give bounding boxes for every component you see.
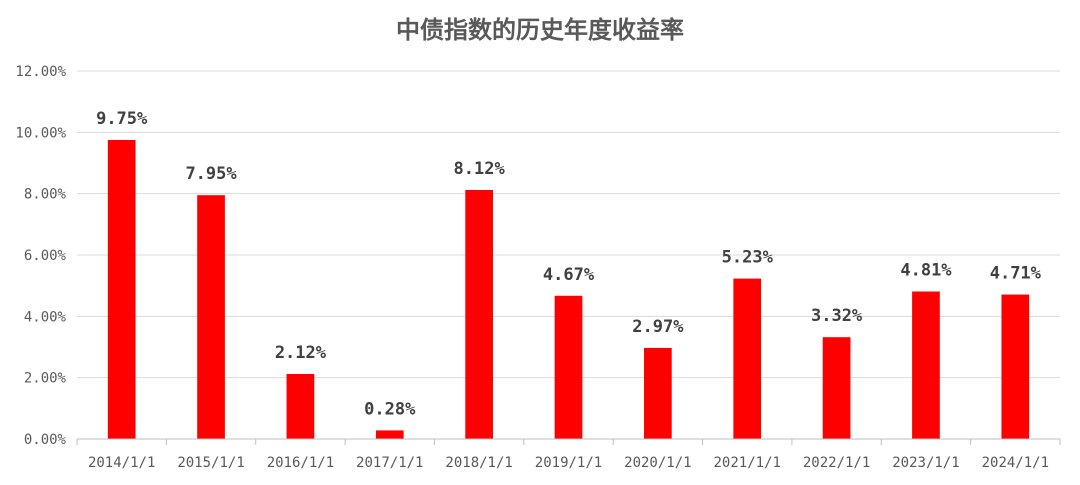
bar [286,373,315,439]
bar [644,347,672,439]
x-tick-label: 2017/1/1 [356,455,423,471]
x-tick-label: 2015/1/1 [177,455,244,471]
data-label: 4.67% [543,265,595,285]
x-tick-label: 2020/1/1 [624,455,691,471]
x-tick-label: 2024/1/1 [982,455,1049,471]
y-tick-label: 10.00% [15,125,66,141]
gridlines [77,70,1060,379]
data-label: 5.23% [722,248,774,268]
bars [76,140,1061,445]
bar [554,295,583,439]
y-axis-tick-labels: 0.00% 2.00% 4.00% 6.00% 8.00% 10.00% 12.00% [15,64,66,448]
y-tick-label: 12.00% [15,64,66,80]
y-tick-label: 4.00% [24,309,67,325]
bar [1001,294,1030,439]
x-tick-label: 2016/1/1 [267,455,334,471]
data-label: 4.71% [990,264,1042,284]
x-tick-label: 2018/1/1 [445,455,512,471]
bar [912,291,940,439]
data-label: 3.32% [811,306,863,326]
y-tick-label: 0.00% [24,432,67,448]
data-labels: 9.75% 7.95% 2.12% 0.28% 8.12% 4.67% 2.97% 5.23%… [96,109,1042,419]
data-label: 2.97% [632,317,684,337]
x-axis-tick-labels: 2014/1/1 2015/1/1 2016/1/1 2017/1/1 2018/1/1… [88,455,1049,471]
bar [197,195,225,439]
data-label: 0.28% [364,399,416,419]
chart-title: 中债指数的历史年度收益率 [396,16,684,44]
x-tick-label: 2021/1/1 [714,455,781,471]
data-label: 2.12% [275,343,327,363]
data-label: 9.75% [96,109,148,129]
y-tick-label: 6.00% [24,248,67,264]
y-tick-label: 2.00% [24,371,67,387]
data-label: 4.81% [900,260,952,280]
x-tick-label: 2019/1/1 [535,455,602,471]
y-tick-label: 8.00% [24,187,67,203]
bar [733,278,762,439]
data-label: 8.12% [454,159,506,179]
x-tick-label: 2023/1/1 [892,455,959,471]
bar [465,189,493,439]
bar [107,140,136,439]
x-tick-label: 2014/1/1 [88,455,155,471]
bar [375,430,404,439]
data-label: 7.95% [185,164,237,184]
bar [822,337,851,439]
x-tick-label: 2022/1/1 [803,455,870,471]
